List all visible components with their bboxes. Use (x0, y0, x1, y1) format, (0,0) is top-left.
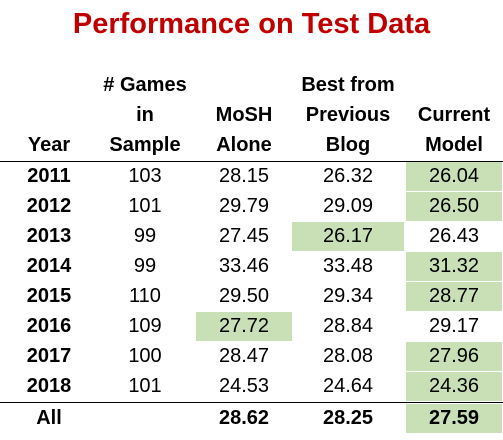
column-header-line: Year (27, 134, 71, 156)
cell-mosh: 29.79 (218, 195, 270, 217)
table-row: 2016 109 27.72 28.84 29.17 (0, 312, 503, 341)
column-header-line: Previous (305, 104, 391, 126)
cell-mosh: 27.45 (218, 225, 270, 247)
cell-games: 101 (128, 375, 162, 397)
cell-games (96, 404, 194, 433)
column-header-mosh: MoSH Alone (196, 100, 292, 160)
cell-year: 2013 (26, 225, 72, 247)
cell-best-prev: 26.17 (292, 222, 404, 251)
cell-year: 2018 (26, 375, 72, 397)
column-header-line: Best from (301, 74, 395, 96)
table-row: 2018 101 24.53 24.64 24.36 (0, 372, 503, 401)
table-row: 2012 101 29.79 29.09 26.50 (0, 192, 503, 221)
column-header-line: Model (425, 134, 483, 156)
cell-year: 2011 (27, 165, 71, 187)
column-header-line: Alone (216, 134, 272, 156)
table-row: 2014 99 33.46 33.48 31.32 (0, 252, 503, 281)
column-header-line: Blog (325, 134, 371, 156)
cell-games: 100 (128, 345, 162, 367)
cell-year: 2016 (26, 315, 72, 337)
cell-current: 27.59 (406, 404, 502, 433)
cell-mosh: 28.15 (218, 165, 270, 187)
cell-best-prev: 29.34 (322, 285, 374, 307)
cell-mosh: 28.62 (218, 407, 270, 429)
column-header-current: Current Model (406, 100, 502, 160)
column-header-year: Year (14, 130, 84, 160)
cell-year: All (36, 407, 62, 429)
cell-year: 2014 (26, 255, 72, 277)
column-header-line: Sample (109, 134, 181, 156)
cell-current: 24.36 (406, 372, 502, 401)
cell-current: 29.17 (428, 315, 480, 337)
cell-current: 26.50 (406, 192, 502, 221)
table-row: 2015 110 29.50 29.34 28.77 (0, 282, 503, 311)
cell-mosh: 27.72 (196, 312, 292, 341)
cell-games: 110 (129, 285, 161, 307)
table-row: 2017 100 28.47 28.08 27.96 (0, 342, 503, 371)
cell-best-prev: 29.09 (322, 195, 374, 217)
total-row: All 28.62 28.25 27.59 (0, 404, 503, 433)
cell-best-prev: 28.25 (322, 407, 374, 429)
cell-games: 99 (133, 255, 157, 277)
cell-mosh: 28.47 (218, 345, 270, 367)
column-header-best-prev: Best from Previous Blog (292, 70, 404, 160)
column-header-line: Current (417, 104, 491, 126)
column-header-games: # Games in Sample (96, 70, 194, 160)
column-header-line: MoSH (215, 104, 273, 126)
cell-year: 2012 (26, 195, 72, 217)
column-header-line: # Games (103, 74, 187, 96)
total-divider (0, 402, 503, 403)
table-row: 2011 103 28.15 26.32 26.04 (0, 162, 503, 191)
cell-games: 109 (128, 315, 162, 337)
cell-year: 2017 (26, 345, 72, 367)
cell-best-prev: 33.48 (322, 255, 374, 277)
cell-mosh: 24.53 (218, 375, 270, 397)
column-header-line: in (136, 104, 154, 126)
cell-mosh: 29.50 (218, 285, 270, 307)
cell-best-prev: 28.84 (322, 315, 374, 337)
cell-current: 26.43 (428, 225, 480, 247)
header-divider (0, 161, 503, 162)
table-row: 2013 99 27.45 26.17 26.43 (0, 222, 503, 251)
cell-best-prev: 24.64 (322, 375, 374, 397)
cell-best-prev: 28.08 (322, 345, 374, 367)
cell-games: 99 (133, 225, 157, 247)
cell-current: 31.32 (406, 252, 502, 281)
page-title: Performance on Test Data (72, 8, 431, 40)
cell-current: 27.96 (406, 342, 502, 371)
cell-games: 103 (128, 165, 162, 187)
cell-current: 28.77 (406, 282, 502, 311)
cell-current: 26.04 (406, 162, 502, 191)
cell-best-prev: 26.32 (322, 165, 374, 187)
cell-year: 2015 (26, 285, 72, 307)
cell-games: 101 (128, 195, 162, 217)
cell-mosh: 33.46 (218, 255, 270, 277)
